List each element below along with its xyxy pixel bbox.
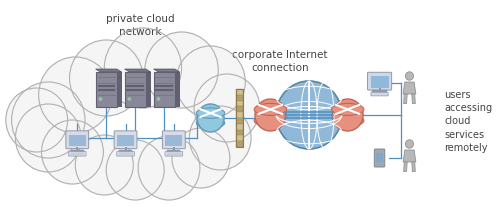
Circle shape (76, 136, 132, 194)
Circle shape (173, 129, 229, 187)
Circle shape (194, 74, 260, 142)
FancyBboxPatch shape (236, 112, 244, 118)
Circle shape (197, 104, 224, 132)
Circle shape (42, 120, 104, 184)
Polygon shape (124, 69, 150, 72)
Text: corporate Internet
connection: corporate Internet connection (232, 50, 328, 73)
Circle shape (146, 33, 218, 107)
Polygon shape (412, 162, 416, 172)
Circle shape (172, 128, 230, 188)
Circle shape (16, 104, 81, 172)
Ellipse shape (196, 108, 224, 118)
Ellipse shape (254, 115, 286, 127)
Circle shape (190, 107, 250, 169)
FancyBboxPatch shape (69, 135, 86, 146)
Polygon shape (412, 94, 416, 104)
Circle shape (195, 75, 259, 141)
Circle shape (176, 47, 244, 117)
Circle shape (145, 32, 218, 108)
Circle shape (7, 89, 66, 151)
FancyBboxPatch shape (114, 131, 137, 149)
Circle shape (106, 29, 180, 107)
FancyBboxPatch shape (236, 124, 244, 130)
FancyBboxPatch shape (117, 72, 121, 107)
FancyBboxPatch shape (154, 72, 175, 107)
FancyBboxPatch shape (370, 76, 388, 88)
Polygon shape (404, 162, 407, 172)
Polygon shape (96, 69, 122, 72)
Circle shape (190, 106, 251, 170)
FancyBboxPatch shape (368, 72, 392, 90)
FancyBboxPatch shape (236, 89, 244, 95)
FancyBboxPatch shape (371, 92, 388, 96)
FancyBboxPatch shape (374, 149, 385, 167)
FancyBboxPatch shape (124, 72, 146, 107)
Circle shape (332, 99, 363, 131)
FancyBboxPatch shape (165, 151, 182, 156)
Circle shape (156, 97, 160, 101)
Circle shape (38, 57, 112, 133)
FancyBboxPatch shape (66, 131, 88, 149)
FancyBboxPatch shape (175, 72, 180, 107)
Circle shape (276, 81, 342, 149)
Polygon shape (403, 82, 416, 94)
FancyBboxPatch shape (116, 151, 134, 156)
Circle shape (106, 140, 164, 200)
Circle shape (128, 97, 132, 101)
Circle shape (138, 136, 200, 200)
Polygon shape (154, 69, 180, 72)
FancyBboxPatch shape (166, 135, 182, 146)
Circle shape (139, 137, 199, 199)
FancyBboxPatch shape (236, 130, 244, 135)
Text: users
accessing
cloud
services
remotely: users accessing cloud services remotely (444, 90, 492, 153)
Circle shape (406, 72, 413, 80)
Ellipse shape (254, 103, 286, 115)
Circle shape (40, 58, 111, 132)
Circle shape (70, 41, 142, 115)
Ellipse shape (332, 115, 364, 127)
Circle shape (255, 99, 286, 131)
Circle shape (12, 83, 84, 157)
Circle shape (176, 46, 246, 118)
FancyBboxPatch shape (236, 141, 244, 147)
Circle shape (12, 82, 85, 158)
Polygon shape (403, 150, 416, 162)
Polygon shape (404, 94, 407, 104)
Ellipse shape (332, 103, 364, 115)
FancyBboxPatch shape (117, 135, 134, 146)
FancyBboxPatch shape (376, 153, 382, 162)
FancyBboxPatch shape (162, 131, 185, 149)
Circle shape (70, 40, 143, 116)
Circle shape (104, 28, 182, 108)
FancyBboxPatch shape (96, 72, 117, 107)
FancyBboxPatch shape (236, 135, 244, 141)
FancyBboxPatch shape (236, 95, 244, 101)
Circle shape (107, 141, 163, 199)
Circle shape (16, 105, 80, 171)
Ellipse shape (196, 118, 224, 128)
FancyBboxPatch shape (236, 101, 244, 106)
Circle shape (42, 121, 102, 183)
FancyBboxPatch shape (68, 151, 86, 156)
Circle shape (98, 97, 102, 101)
FancyBboxPatch shape (146, 72, 150, 107)
Circle shape (6, 88, 68, 152)
Text: private cloud
network: private cloud network (106, 14, 174, 37)
Circle shape (406, 140, 413, 148)
FancyBboxPatch shape (236, 118, 244, 124)
FancyBboxPatch shape (236, 106, 244, 112)
Circle shape (76, 135, 134, 195)
